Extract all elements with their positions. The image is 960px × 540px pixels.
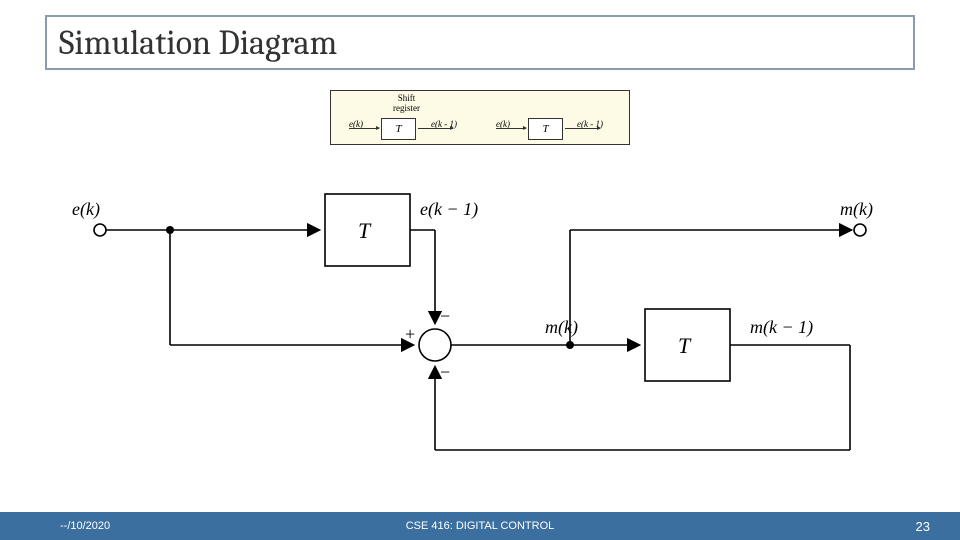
sr-delay-1: T bbox=[528, 118, 563, 140]
shift-register-label: Shift register bbox=[393, 94, 420, 114]
footer-page-number: 23 bbox=[916, 519, 930, 534]
label-mk-out: m(k) bbox=[840, 199, 873, 220]
sr-arrow-1 bbox=[418, 128, 453, 129]
sign-minus-top: − bbox=[440, 306, 450, 326]
sr-arrow-2 bbox=[496, 128, 526, 129]
sign-minus-bot: − bbox=[440, 362, 450, 382]
output-terminal bbox=[854, 224, 866, 236]
delay-block-1-label: T bbox=[358, 218, 372, 243]
title-box: Simulation Diagram bbox=[45, 15, 915, 70]
footer-date: --/10/2020 bbox=[60, 520, 110, 532]
block-diagram: e(k) T e(k − 1) + − − m bbox=[60, 170, 900, 490]
sr-arrow-0 bbox=[349, 128, 379, 129]
shift-register-box: Shift register e(k) T e(k - 1) e(k) T e(… bbox=[330, 90, 630, 145]
sr-delay-1-label: T bbox=[542, 123, 548, 135]
sr-arrow-3 bbox=[565, 128, 600, 129]
sign-plus: + bbox=[405, 324, 415, 344]
diagram-svg: e(k) T e(k − 1) + − − m bbox=[60, 170, 900, 490]
sr-delay-0: T bbox=[381, 118, 416, 140]
input-terminal bbox=[94, 224, 106, 236]
label-ek: e(k) bbox=[72, 199, 100, 220]
footer-bar: --/10/2020 CSE 416: DIGITAL CONTROL 23 bbox=[0, 512, 960, 540]
summing-junction bbox=[419, 329, 451, 361]
label-mk1: m(k − 1) bbox=[750, 317, 813, 338]
footer-course: CSE 416: DIGITAL CONTROL bbox=[406, 520, 555, 532]
page-title: Simulation Diagram bbox=[59, 23, 337, 63]
sr-delay-0-label: T bbox=[395, 123, 401, 135]
delay-block-2-label: T bbox=[678, 333, 692, 358]
label-mk: m(k) bbox=[545, 317, 578, 338]
label-ek1: e(k − 1) bbox=[420, 199, 478, 220]
